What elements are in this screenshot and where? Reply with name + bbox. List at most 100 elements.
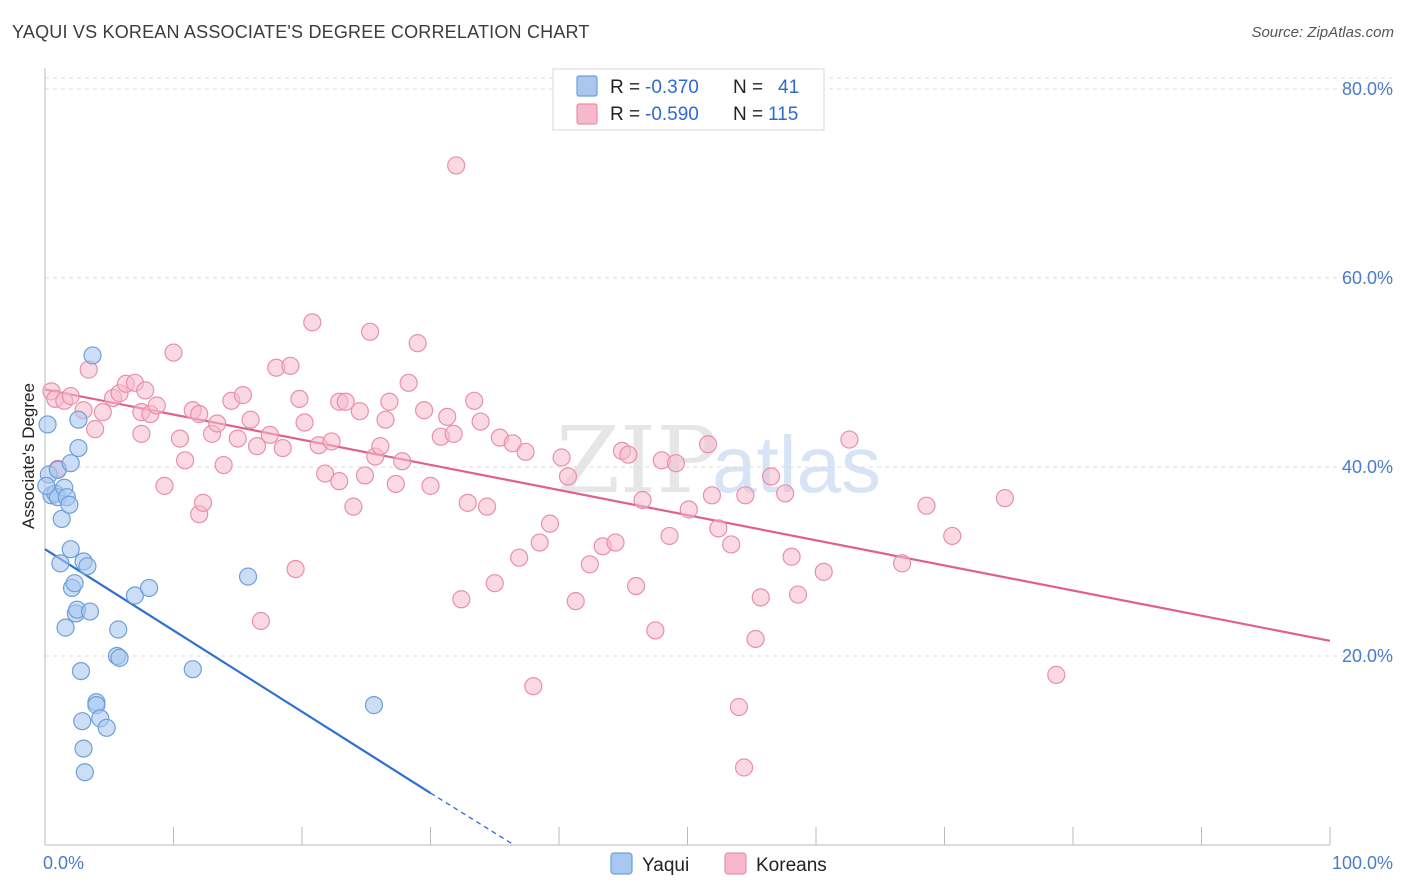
data-point-yaqui — [75, 763, 94, 782]
data-point-korean — [626, 576, 646, 596]
series-legend-swatch-yaqui — [610, 852, 633, 875]
stats-legend-box — [552, 68, 825, 131]
data-point-yaqui — [78, 557, 97, 576]
data-point-korean — [286, 559, 305, 579]
y-axis-title: Associate's Degree — [19, 383, 38, 529]
data-point-korean — [503, 434, 522, 453]
data-point-korean — [190, 404, 209, 424]
axes: 20.0% 40.0% 60.0% 80.0% 0.0% 100.0% — [43, 68, 1393, 873]
data-point-korean — [660, 526, 679, 546]
data-point-korean — [995, 489, 1014, 508]
data-point-yaqui — [38, 415, 57, 434]
chart-title: YAQUI VS KOREAN ASSOCIATE'S DEGREE CORRE… — [12, 22, 590, 42]
data-point-korean — [477, 497, 497, 516]
data-point-korean — [530, 533, 549, 552]
data-point-korean — [251, 611, 270, 631]
data-point-yaqui — [125, 586, 145, 605]
data-point-korean — [336, 392, 355, 411]
data-point-korean — [147, 396, 166, 415]
data-point-korean — [447, 156, 466, 175]
legend-koreans-n-value: 115 — [768, 104, 798, 125]
data-point-korean — [414, 401, 434, 420]
data-point-yaqui — [364, 696, 384, 715]
data-point-korean — [761, 467, 781, 486]
data-point-korean — [61, 386, 80, 406]
data-point-korean — [566, 592, 585, 611]
data-point-korean — [540, 514, 560, 533]
data-point-korean — [776, 484, 795, 503]
data-point-yaqui — [52, 509, 71, 529]
data-point-korean — [281, 356, 300, 375]
data-point-korean — [788, 585, 808, 604]
legend-yaqui-r-label: R = — [610, 77, 640, 98]
data-point-korean — [175, 451, 195, 470]
x-tick-label: 100.0% — [1332, 853, 1393, 873]
data-point-korean — [86, 420, 105, 439]
data-point-korean — [814, 562, 833, 581]
data-point-korean — [552, 448, 571, 467]
data-point-korean — [260, 425, 279, 444]
data-point-korean — [155, 476, 174, 495]
data-point-korean — [698, 435, 718, 454]
data-point-yaqui — [51, 554, 70, 573]
data-point-korean — [170, 429, 190, 448]
data-point-korean — [355, 466, 375, 485]
data-point-yaqui — [73, 712, 92, 731]
data-point-korean — [316, 464, 335, 483]
data-point-korean — [619, 445, 638, 464]
data-point-korean — [679, 500, 698, 519]
legend-koreans-r-label: R = — [610, 104, 640, 125]
legend-swatch-yaqui — [576, 75, 598, 97]
stats-legend: R = -0.370 N = 41 R = -0.590 N = 115 — [552, 68, 825, 131]
data-point-korean — [606, 533, 625, 552]
data-point-korean — [136, 381, 155, 400]
data-point-yaqui — [139, 578, 159, 598]
data-point-korean — [273, 438, 292, 458]
data-point-korean — [438, 407, 457, 426]
data-point-korean — [408, 334, 427, 353]
data-point-korean — [164, 343, 183, 362]
data-point-yaqui — [60, 495, 79, 514]
source-credit: Source: ZipAtlas.com — [1251, 24, 1394, 41]
data-point-korean — [782, 547, 801, 566]
data-point-yaqui — [61, 454, 80, 473]
data-point-korean — [93, 403, 112, 422]
legend-koreans-r-value: -0.590 — [645, 104, 699, 125]
legend-swatch-koreans — [576, 103, 598, 125]
data-point-korean — [376, 410, 395, 429]
y-tick-label: 40.0% — [1342, 457, 1393, 477]
data-point-korean — [233, 386, 252, 405]
data-point-korean — [840, 430, 859, 449]
legend-yaqui-n-value: 41 — [778, 77, 799, 98]
data-point-yaqui — [56, 618, 75, 637]
data-point-korean — [290, 389, 309, 409]
data-point-korean — [465, 391, 484, 410]
trend-line-yaqui — [44, 548, 432, 794]
series-legend: Yaqui Koreans — [610, 852, 827, 876]
series-yaqui — [37, 346, 384, 782]
data-point-korean — [646, 621, 665, 640]
data-point-korean — [380, 392, 399, 411]
data-point-korean — [751, 588, 770, 607]
data-point-korean — [943, 526, 962, 546]
data-point-korean — [399, 373, 418, 392]
data-point-korean — [510, 548, 529, 567]
data-point-yaqui — [183, 660, 202, 679]
data-point-korean — [330, 472, 349, 491]
data-point-korean — [633, 490, 652, 510]
data-point-korean — [709, 519, 728, 538]
data-point-korean — [386, 474, 405, 494]
data-point-korean — [247, 437, 267, 456]
data-point-korean — [371, 437, 390, 456]
trend-line-yaqui-extension — [430, 792, 515, 846]
y-tick-label: 20.0% — [1342, 646, 1393, 666]
data-point-korean — [452, 590, 471, 609]
legend-yaqui-n-label: N = — [733, 77, 763, 98]
data-point-korean — [322, 432, 341, 451]
data-point-korean — [485, 574, 504, 593]
data-point-yaqui — [74, 739, 93, 758]
data-point-korean — [736, 486, 755, 505]
data-point-korean — [746, 629, 765, 649]
